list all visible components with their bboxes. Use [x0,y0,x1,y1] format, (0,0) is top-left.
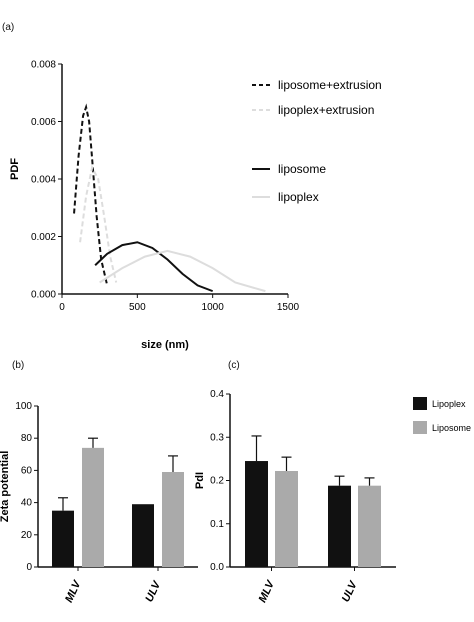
b-bar [52,510,74,567]
c-legend-label: Lipoplex [432,399,466,409]
a-y-tick-label: 0.004 [31,175,56,186]
c-y-tick-label: 0.4 [210,389,224,400]
b-y-tick-label: 100 [15,401,32,412]
panel-label-c: (c) [228,360,240,371]
c-bar [245,461,268,567]
a-y-tick-label: 0.008 [31,60,56,71]
a-y-tick-label: 0.002 [31,232,56,243]
c-legend-swatch [413,397,427,410]
b-y-axis-title: Zeta potential [0,451,11,523]
c-bar [328,485,351,567]
b-y-tick-label: 0 [26,562,32,573]
panel-label-a: (a) [2,22,15,33]
c-legend-swatch [413,421,427,434]
b-bar [132,504,154,567]
c-y-tick-label: 0.3 [210,432,224,443]
b-y-tick-label: 80 [21,433,33,444]
b-y-tick-label: 40 [21,498,33,509]
a-legend-label: lipoplex+extrusion [278,103,374,117]
a-y-axis-title: PDF [9,158,21,180]
panel-label-b: (b) [12,360,25,371]
a-x-axis-title: size (nm) [141,339,189,351]
a-x-tick-label: 0 [59,302,65,313]
a-series-line-0 [73,103,109,286]
c-y-tick-label: 0.1 [210,519,224,530]
c-bar [358,485,381,567]
a-legend-label: liposome+extrusion [278,78,382,92]
b-bar [82,447,104,567]
a-legend-label: liposome [278,162,326,176]
a-series-line-3 [99,249,266,293]
b-x-tick-label: MLV [63,577,84,604]
b-y-tick-label: 20 [21,530,33,541]
c-y-axis-title: PdI [194,472,206,489]
c-x-tick-label: ULV [340,578,361,604]
c-x-tick-label: MLV [257,577,278,604]
b-y-tick-label: 60 [21,465,33,476]
a-legend-label: lipoplex [278,190,319,204]
a-series-line-2 [94,241,214,293]
b-bar [162,472,184,567]
a-x-tick-label: 1500 [277,302,300,313]
c-legend-label: Liposome [432,423,471,433]
c-y-tick-label: 0.0 [210,562,224,573]
a-x-tick-label: 500 [129,302,146,313]
a-y-tick-label: 0.006 [31,117,56,128]
b-x-tick-label: ULV [143,578,164,604]
a-series-line-1 [79,164,118,283]
a-y-tick-label: 0.000 [31,290,56,301]
c-bar [275,470,298,567]
c-y-tick-label: 0.2 [210,476,224,487]
a-x-tick-label: 1000 [202,302,225,313]
